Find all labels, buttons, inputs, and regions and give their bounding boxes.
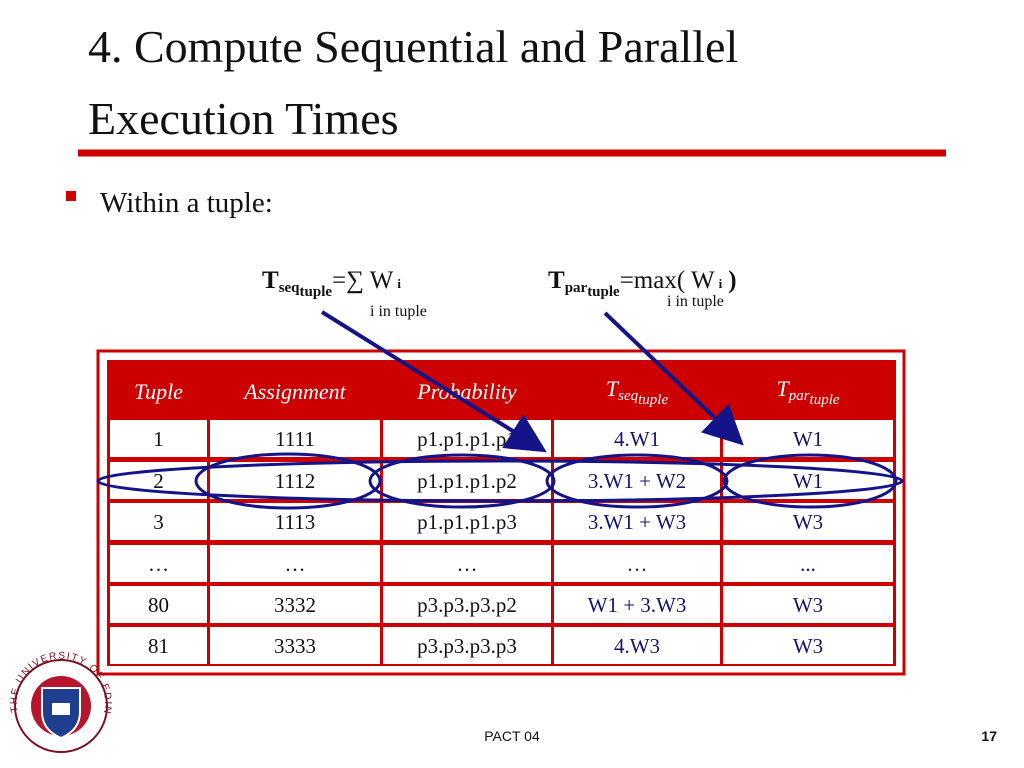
cell-text: 3 [153,510,164,534]
cell-text: W1 [793,469,823,493]
cell [554,545,720,582]
cell [383,627,551,664]
cell-text: W3 [793,593,823,617]
cell-text: 1111 [275,427,315,451]
cell-text: … [285,552,306,576]
cell-text: 3.W1 + W3 [588,510,686,534]
cell-highlight [722,453,898,509]
header-subsub: tuple [810,392,840,408]
cell-text: 80 [148,593,169,617]
footer-center: PACT 04 [484,728,540,744]
cell [554,503,720,540]
cell [110,503,207,540]
cell-highlight [194,452,382,510]
cell-text: W1 + 3.W3 [588,593,687,617]
cell-text: … [627,552,648,576]
cell [110,627,207,664]
cell-text: 3333 [274,634,316,658]
cell-text: p1.p1.p1.p1 [417,427,517,451]
header-sub: par [788,388,810,404]
arrow [320,310,547,453]
cell [110,420,207,457]
cell [554,627,720,664]
cell-text: 2 [153,469,164,493]
header-cell: Tpartuple [776,376,839,408]
cell [210,545,380,582]
arrow [603,311,744,446]
cell [383,462,551,499]
header-cell: Tuple [134,379,183,404]
cell [383,545,551,582]
cell-text: 1113 [275,510,315,534]
cell [554,462,720,499]
cell [210,586,380,623]
cell-text: 81 [148,634,169,658]
cell-highlight [368,453,556,509]
row-highlight [96,459,904,503]
header-subsub: tuple [638,392,668,408]
cell [210,627,380,664]
cell-text: 3.W1 + W2 [588,469,686,493]
cell [723,627,893,664]
page-number: 17 [981,728,997,744]
cell [210,420,380,457]
cell [554,586,720,623]
cell-text: … [457,552,478,576]
cell [723,420,893,457]
cell [110,586,207,623]
cell-text: 1112 [275,469,315,493]
header-sub: seq [618,388,638,404]
cell-text: W3 [793,634,823,658]
title-line: 4. Compute Sequential and Parallel [88,21,738,72]
cell-text: 3332 [274,593,316,617]
logo-book [52,703,70,715]
title-line: Execution Times [88,93,399,144]
cell-text: 4.W1 [614,427,660,451]
cell-text: p1.p1.p1.p3 [417,510,517,534]
cell-text: p1.p1.p1.p2 [417,469,517,493]
bullet-text: Within a tuple: [100,187,273,219]
annotations [96,310,904,510]
header-cell: Tseqtuple [606,376,669,408]
header-symbol: T [776,376,790,401]
formula-range: i in tuple [667,293,724,310]
cell [110,545,207,582]
header-symbol: T [606,376,620,401]
cell-text: p3.p3.p3.p3 [417,634,517,658]
cell [383,503,551,540]
table: Tuple Assignment Probability Tseqtuple Tpart… [110,376,893,664]
cell-text: p3.p3.p3.p2 [417,593,517,617]
cell [210,462,380,499]
bullet-marker [66,191,76,201]
cell [723,545,893,582]
cell [723,586,893,623]
cell [383,586,551,623]
cell-text: ... [800,552,816,576]
cell [723,503,893,540]
cell-text: 4.W3 [614,634,660,658]
cell-text: W3 [793,510,823,534]
cell-text: 1 [153,427,164,451]
cell-highlight [545,453,729,509]
cell-text: W1 [793,427,823,451]
cell-text: … [148,552,169,576]
header-cell: Assignment [242,379,346,404]
formula-range: i in tuple [370,303,427,320]
cell [554,420,720,457]
